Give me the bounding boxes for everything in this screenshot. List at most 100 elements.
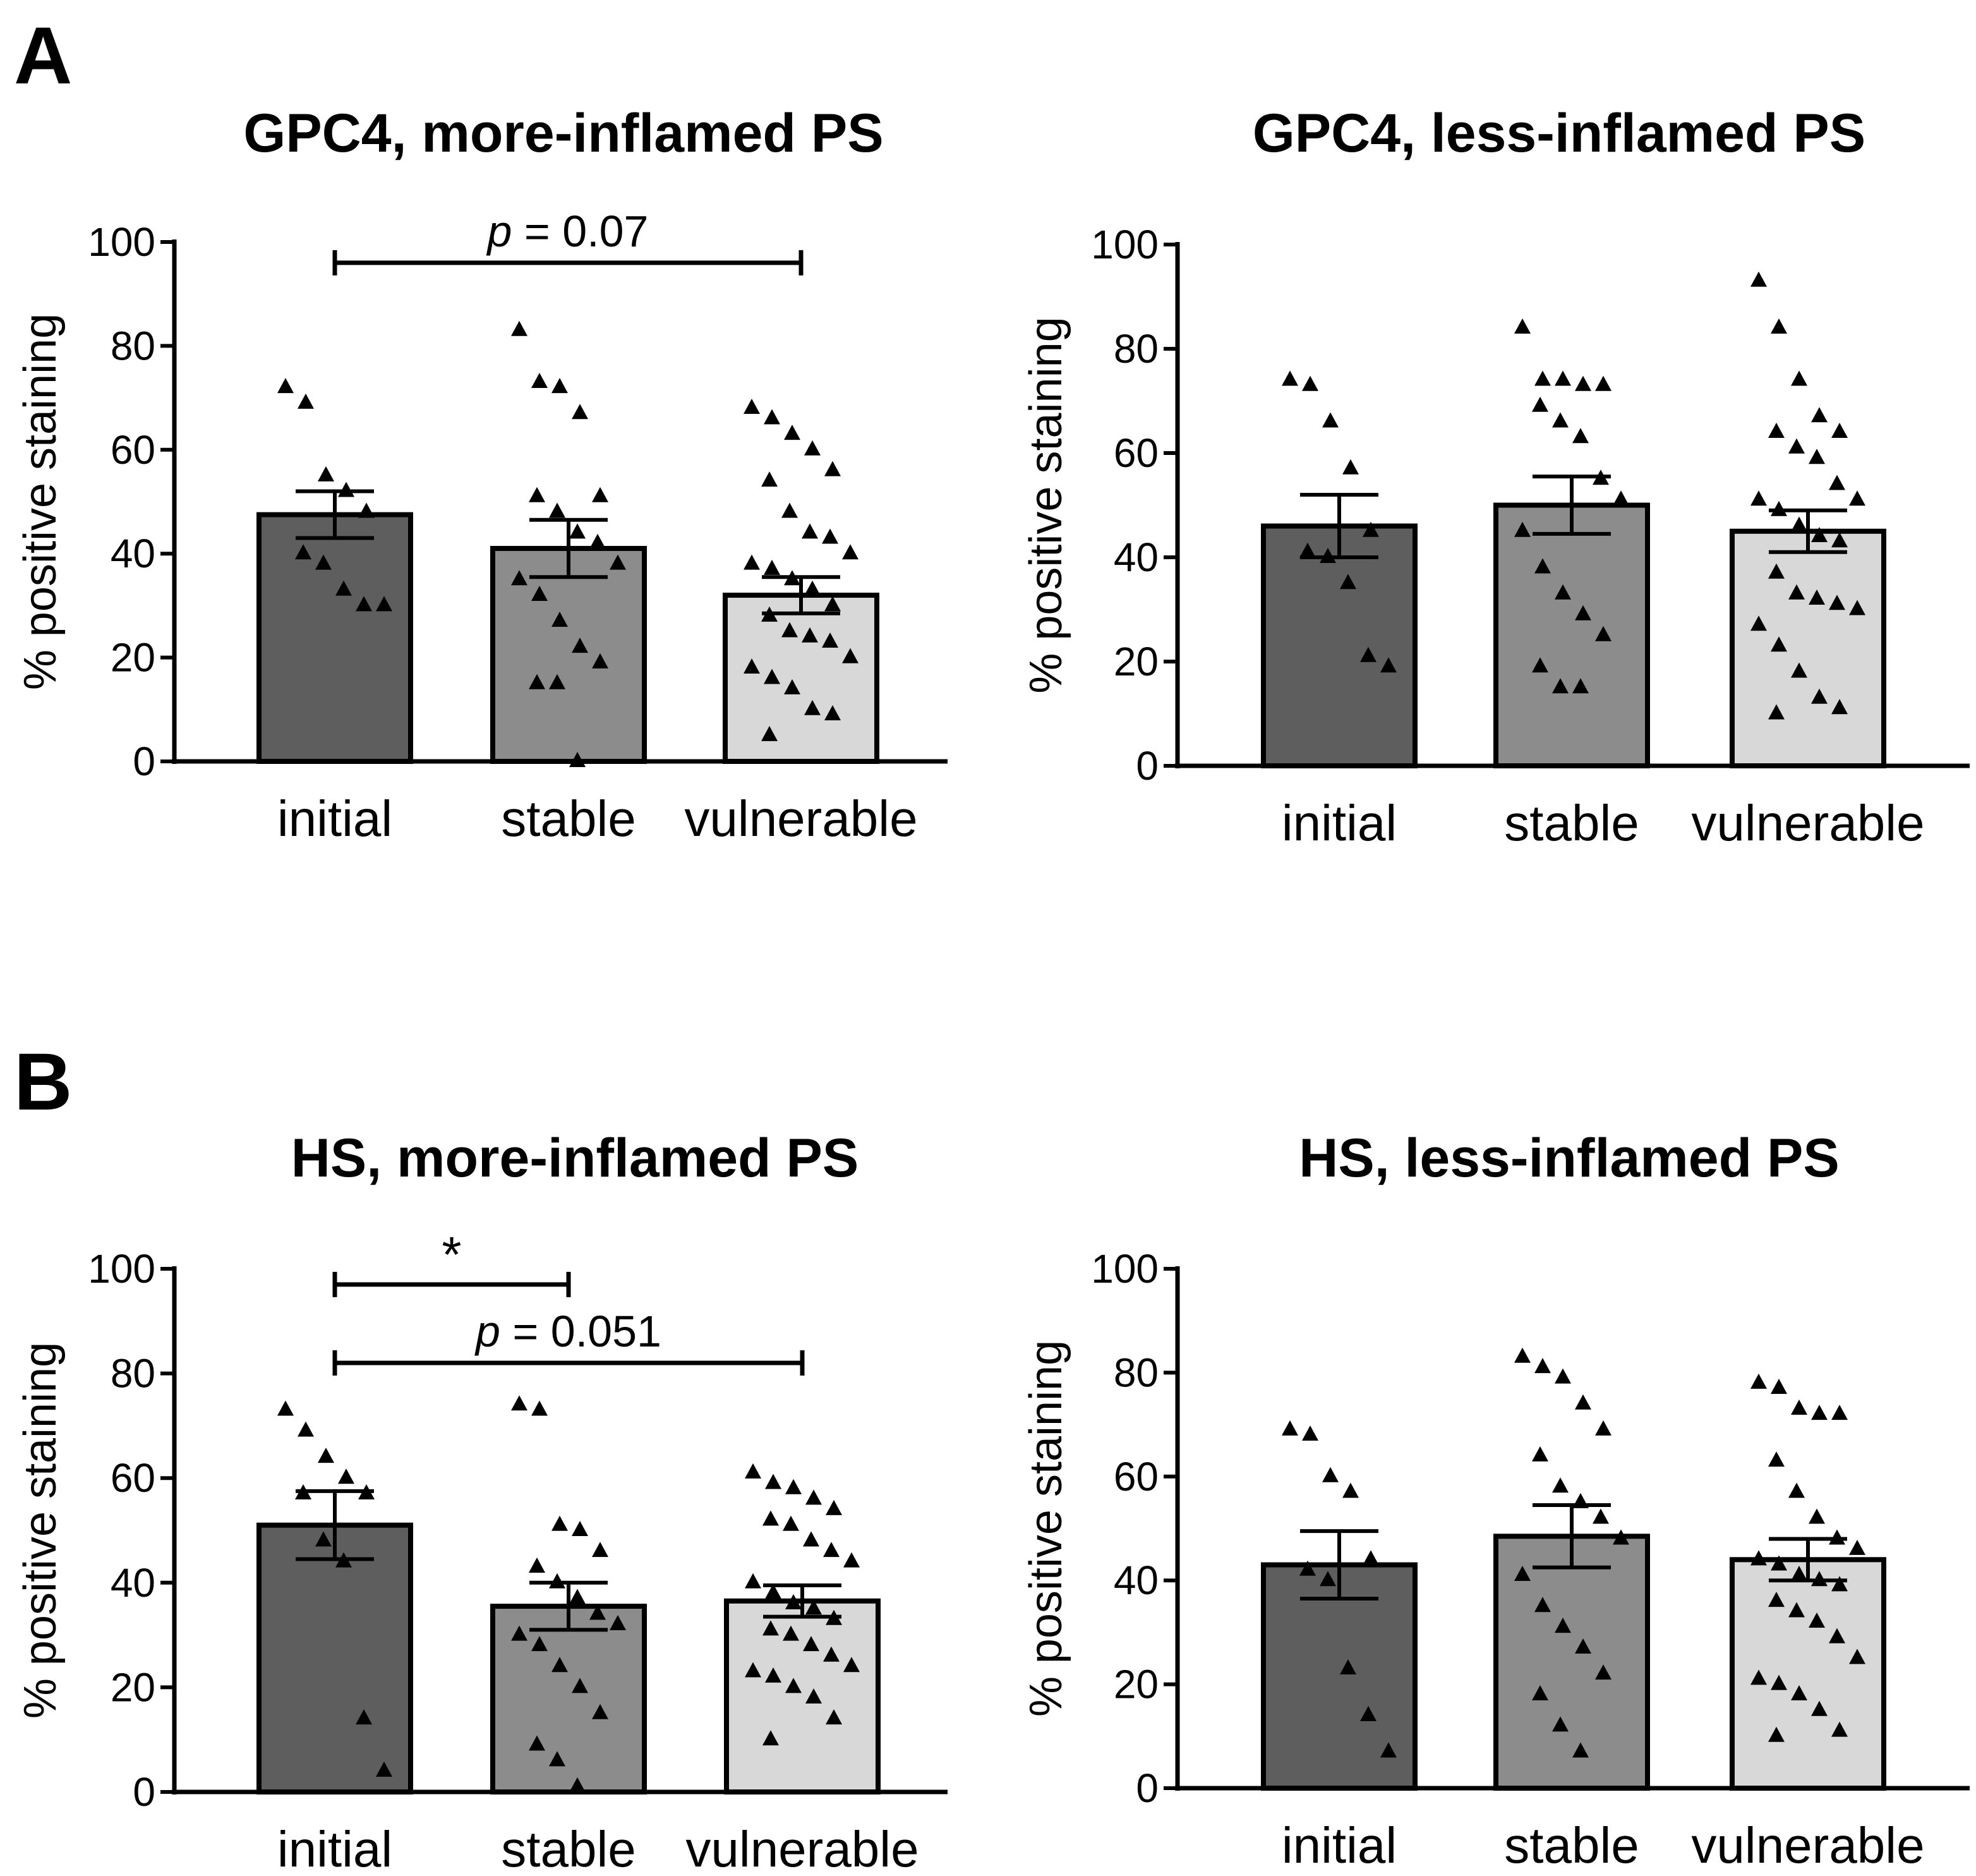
y-tick-label: 0	[133, 1769, 155, 1815]
data-point-stable	[549, 502, 565, 518]
x-tick-label-vulnerable: vulnerable	[1691, 1817, 1924, 1873]
data-point-vulnerable	[843, 1657, 860, 1673]
data-point-vulnerable	[1809, 590, 1825, 605]
data-point-vulnerable	[745, 1662, 761, 1678]
data-point-vulnerable	[1788, 584, 1805, 600]
data-point-stable	[1575, 375, 1591, 391]
y-tick-label: 60	[111, 427, 155, 473]
y-tick-label: 100	[1091, 1246, 1159, 1292]
x-tick-label-vulnerable: vulnerable	[684, 790, 917, 847]
chart-title: GPC4, less-inflamed PS	[1253, 103, 1865, 164]
data-point-initial	[1342, 1482, 1359, 1498]
bar-initial	[256, 1522, 413, 1794]
data-point-initial	[335, 1552, 352, 1568]
data-point-initial	[1340, 1659, 1356, 1674]
data-point-stable	[572, 1521, 588, 1536]
x-tick-label-stable: stable	[501, 1821, 636, 1876]
data-point-vulnerable	[785, 1594, 802, 1609]
data-point-vulnerable	[762, 1730, 779, 1746]
data-point-stable	[1572, 678, 1589, 694]
data-point-vulnerable	[1829, 475, 1845, 490]
y-axis-label: % positive staining	[15, 1342, 66, 1719]
data-point-initial	[1360, 646, 1377, 662]
data-point-vulnerable	[1750, 490, 1767, 506]
data-point-vulnerable	[761, 725, 778, 741]
data-point-vulnerable	[804, 699, 821, 715]
data-point-stable	[589, 1604, 606, 1620]
data-point-vulnerable	[1771, 1555, 1787, 1571]
data-point-vulnerable	[823, 1646, 840, 1662]
data-point-vulnerable	[1788, 1482, 1805, 1498]
data-point-vulnerable	[822, 632, 838, 648]
data-point-vulnerable	[823, 1542, 840, 1558]
data-point-initial	[277, 1400, 294, 1416]
data-point-vulnerable	[1849, 600, 1865, 615]
data-point-vulnerable	[1809, 1508, 1825, 1524]
data-point-stable	[1572, 1492, 1589, 1508]
chart-gpc4-more-inflamed: GPC4, more-inflamed PS % positive stainin…	[15, 103, 948, 847]
data-point-stable	[1572, 428, 1589, 444]
data-point-stable	[1595, 1664, 1612, 1680]
data-point-stable	[551, 612, 568, 627]
data-point-vulnerable	[805, 1489, 822, 1505]
y-tick-label: 100	[88, 1246, 155, 1292]
data-point-vulnerable	[1829, 1628, 1845, 1643]
x-tick-label-initial: initial	[277, 1821, 392, 1876]
data-point-initial	[1322, 1467, 1339, 1482]
data-point-stable	[549, 1573, 565, 1589]
y-tick-label: 20	[111, 635, 155, 681]
y-tick-label: 80	[111, 323, 155, 368]
data-point-vulnerable	[804, 440, 821, 456]
data-point-initial	[1363, 1550, 1379, 1566]
data-point-stable	[1552, 412, 1569, 428]
data-point-vulnerable	[824, 461, 841, 476]
data-point-vulnerable	[822, 528, 838, 544]
data-point-stable	[1552, 678, 1569, 694]
data-point-stable	[1532, 396, 1548, 412]
data-point-initial	[318, 1448, 334, 1463]
y-tick-label: 20	[111, 1664, 155, 1710]
data-point-stable	[1532, 1446, 1548, 1461]
data-point-vulnerable	[1750, 1669, 1767, 1685]
y-tick-label: 0	[133, 739, 155, 784]
data-point-stable	[551, 378, 568, 394]
data-point-initial	[1363, 521, 1379, 537]
bar-initial	[256, 512, 413, 764]
y-tick-label: 40	[1114, 1558, 1159, 1603]
data-point-stable	[572, 1678, 588, 1693]
data-point-initial	[335, 580, 352, 596]
data-point-stable	[511, 1395, 527, 1411]
data-point-vulnerable	[784, 679, 800, 694]
x-tick-label-initial: initial	[1282, 1817, 1397, 1873]
data-point-vulnerable	[802, 523, 818, 539]
data-point-vulnerable	[1849, 490, 1865, 506]
data-point-initial	[1380, 657, 1397, 673]
data-point-vulnerable	[762, 1510, 779, 1526]
data-point-initial	[338, 1468, 354, 1484]
data-point-stable	[511, 1625, 527, 1641]
data-point-vulnerable	[1750, 1373, 1767, 1389]
data-point-vulnerable	[1831, 1405, 1848, 1420]
data-point-stable	[529, 1735, 545, 1751]
data-point-vulnerable	[765, 1667, 781, 1683]
data-point-vulnerable	[805, 1688, 822, 1704]
chart-title: HS, less-inflamed PS	[1299, 1128, 1840, 1189]
data-point-initial	[295, 544, 311, 560]
data-point-initial	[338, 481, 354, 497]
data-point-stable	[1613, 1529, 1629, 1545]
data-point-stable	[569, 1589, 586, 1604]
data-point-vulnerable	[1768, 1726, 1785, 1742]
data-point-initial	[358, 502, 375, 518]
data-point-stable	[1532, 657, 1548, 673]
y-tick-label: 80	[1114, 1350, 1159, 1395]
data-point-stable	[1514, 521, 1531, 537]
data-point-vulnerable	[744, 554, 760, 570]
data-point-stable	[1572, 1742, 1589, 1758]
data-point-vulnerable	[761, 606, 778, 622]
data-point-vulnerable	[744, 399, 760, 415]
data-point-vulnerable	[1831, 532, 1848, 548]
x-tick-label-vulnerable: vulnerable	[685, 1821, 919, 1876]
data-point-vulnerable	[1750, 271, 1767, 287]
y-axis-label: % positive staining	[15, 313, 66, 690]
